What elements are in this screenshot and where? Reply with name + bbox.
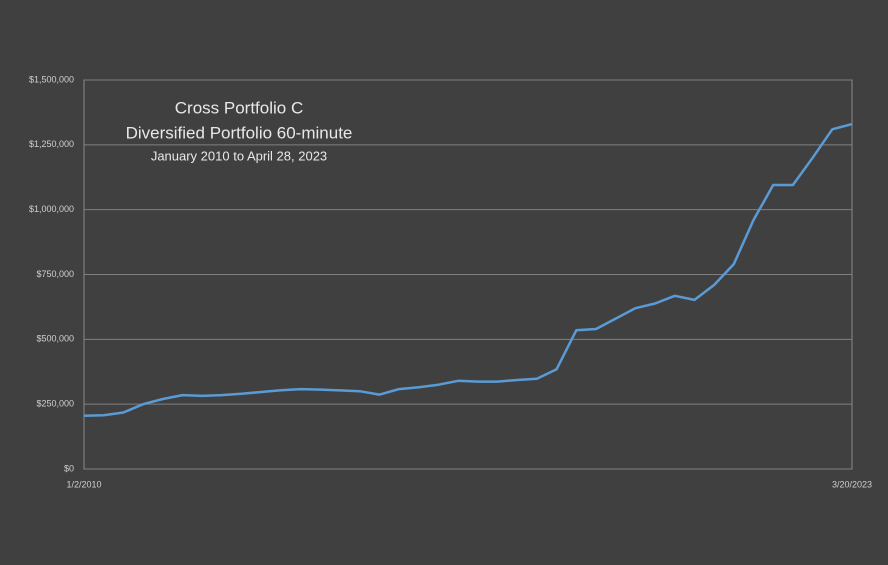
chart-title: Cross Portfolio C <box>175 98 303 117</box>
y-tick-label: $500,000 <box>36 334 74 344</box>
chart-subtitle: Diversified Portfolio 60-minute <box>126 123 353 142</box>
y-tick-label: $1,500,000 <box>29 74 74 84</box>
chart-subtitle: January 2010 to April 28, 2023 <box>151 148 327 163</box>
y-tick-label: $1,000,000 <box>29 204 74 214</box>
x-tick-label: 3/20/2023 <box>832 479 872 489</box>
y-tick-label: $1,250,000 <box>29 139 74 149</box>
y-tick-label: $0 <box>64 463 74 473</box>
y-tick-label: $250,000 <box>36 399 74 409</box>
line-series <box>83 122 853 418</box>
x-tick-label: 1/2/2010 <box>66 479 101 489</box>
y-tick-label: $750,000 <box>36 269 74 279</box>
